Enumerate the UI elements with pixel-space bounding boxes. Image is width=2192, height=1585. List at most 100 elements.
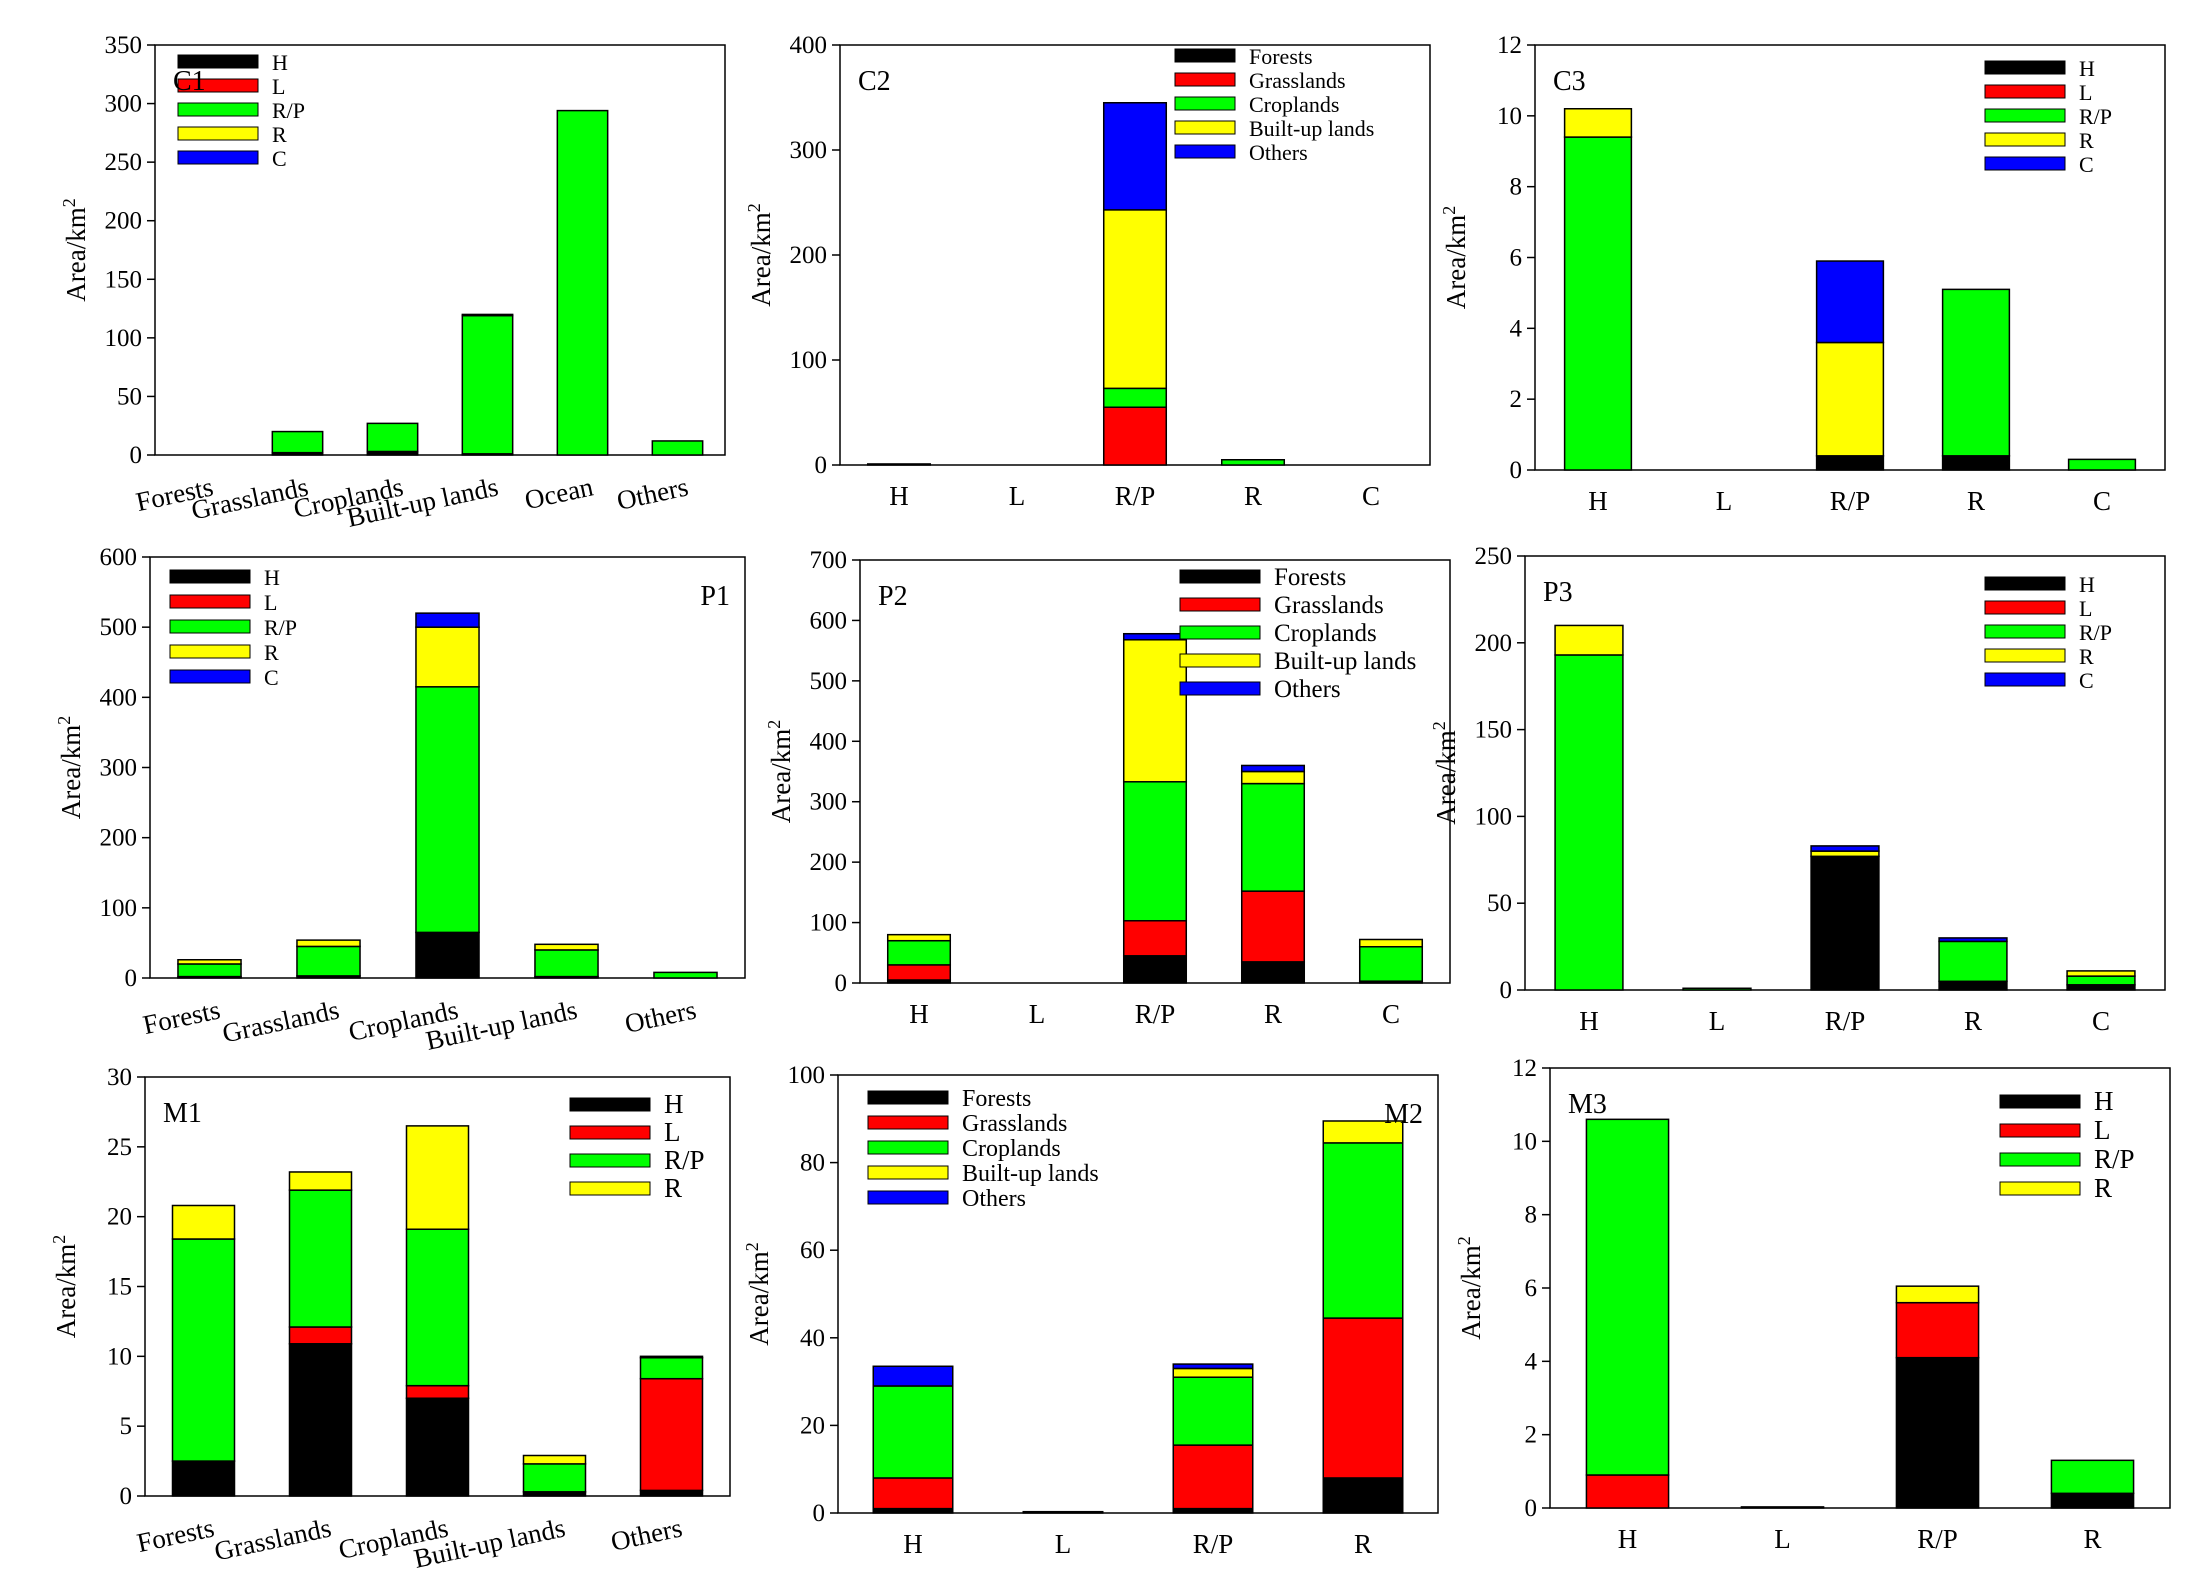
chart-panel-p2: 0 100 200 300 400 500 600 700 Area/km2 H L R/P R C For… (764, 547, 1451, 1029)
x-tick-label: C (1362, 481, 1380, 511)
legend-swatch-forests (867, 1090, 949, 1105)
bar-segment-croplands-r (405, 1125, 470, 1230)
bar-segment-r-p-r (1895, 1285, 1980, 1304)
y-tick-label: 4 (1525, 1348, 1538, 1375)
y-tick-label: 100 (100, 895, 138, 922)
x-tick-label: Others (622, 995, 699, 1039)
bar-segment-l-r-p (1682, 987, 1752, 991)
y-tick-label: 100 (1475, 803, 1513, 830)
bar-segment-r-p-l (1895, 1301, 1980, 1359)
bar-segment-others-r (639, 1355, 704, 1359)
legend-swatch-grasslands (1179, 597, 1261, 612)
bar-segment-r-p-h (1815, 455, 1885, 471)
legend-swatch-l (1984, 600, 2066, 615)
legend-label-croplands: Croplands (1249, 92, 1339, 117)
bar-segment-others-r-p (639, 1356, 704, 1380)
legend-label-built-up-lands: Built-up lands (962, 1161, 1099, 1187)
legend-label-grasslands: Grasslands (962, 1111, 1067, 1137)
legend-swatch-l (1984, 84, 2066, 99)
x-tick-label: Ocean (522, 471, 596, 515)
bar-segment-c-built-up-lands (1358, 938, 1424, 948)
bar-segment-c-h (2066, 984, 2136, 991)
bar-segment-r-p-grasslands (1122, 920, 1188, 957)
y-axis-label: Area/km2 (1439, 206, 1471, 309)
legend: HLR/PRC (169, 565, 297, 690)
legend-label-r: R (2079, 644, 2094, 669)
legend-swatch-c (1984, 156, 2066, 171)
bar-segment-h-croplands (866, 463, 932, 466)
x-tick-label: Others (608, 1513, 685, 1557)
bar-segment-built-up-lands-r-p (534, 949, 599, 978)
bar-segment-c-croplands (1358, 945, 1424, 982)
bar-segment-others-r-p (653, 971, 718, 979)
x-tick-label: L (1029, 999, 1046, 1029)
bar-segment-built-up-lands-r (461, 313, 514, 317)
legend-label-r-p: R/P (264, 615, 297, 640)
y-tick-label: 8 (1525, 1202, 1538, 1229)
bar-segment-r-p-grasslands (1102, 406, 1168, 466)
legend-swatch-r (1984, 132, 2066, 147)
x-tick-label: L (1716, 486, 1733, 516)
legend-label-croplands: Croplands (1274, 620, 1377, 647)
chart-panel-m2: 0 20 40 60 80 100 Area/km2 H L R/P R ForestsGrassla… (742, 1062, 1439, 1559)
legend-label-built-up-lands: Built-up lands (1249, 116, 1374, 141)
legend-label-r-p: R/P (2094, 1144, 2135, 1174)
y-tick-label: 0 (835, 970, 848, 997)
legend-label-r-p: R/P (272, 98, 305, 123)
y-tick-label: 250 (1475, 543, 1513, 570)
plot-frame (837, 1074, 1439, 1514)
legend-swatch-c (169, 669, 251, 684)
bar-segment-r-p-croplands (1122, 781, 1188, 922)
bar-segment-r-p-built-up-lands (1122, 639, 1188, 783)
legend-swatch-l (177, 78, 259, 93)
legend-label-forests: Forests (1274, 564, 1346, 591)
bar-segment-c-r-p (2066, 975, 2136, 986)
legend-label-h: H (272, 50, 288, 75)
legend-swatch-forests (1174, 48, 1236, 63)
chart-panel-c2: 0 100 200 300 400 Area/km2 H L R/P R C ForestsGrass… (744, 32, 1431, 511)
bar-segment-r-p-others (1172, 1363, 1254, 1370)
y-tick-label: 15 (107, 1274, 132, 1301)
x-tick-label: R/P (1830, 486, 1871, 516)
bar-segment-h-built-up-lands (886, 933, 952, 942)
x-tick-label: Forests (134, 1513, 217, 1559)
legend-swatch-r (1999, 1181, 2081, 1196)
legend-swatch-h (169, 569, 251, 584)
bar-segment-croplands-r-p (405, 1228, 470, 1387)
legend-swatch-c (1984, 672, 2066, 687)
x-tick-label: C (2093, 486, 2111, 516)
legend-label-built-up-lands: Built-up lands (1274, 648, 1416, 675)
bar-segment-h-r (1563, 108, 1633, 138)
bar-segment-r-p-built-up-lands (1172, 1367, 1254, 1378)
bar-segment-r-r-p (1941, 288, 2011, 457)
legend-swatch-grasslands (867, 1115, 949, 1130)
bar-segment-r-built-up-lands (1240, 770, 1306, 785)
legend: HLR/PRC (1984, 572, 2112, 693)
legend-swatch-r-p (569, 1153, 651, 1168)
bar-segment-built-up-lands-r (534, 943, 599, 951)
legend-swatch-h (569, 1097, 651, 1112)
y-tick-label: 40 (800, 1325, 825, 1352)
bar-segment-r-p-c (1815, 260, 1885, 344)
x-tick-label: R (1354, 1529, 1372, 1559)
bar-segment-croplands-r (415, 626, 480, 688)
x-tick-label: R/P (1917, 1524, 1958, 1554)
legend-label-h: H (664, 1089, 684, 1119)
legend-swatch-r (569, 1181, 651, 1196)
bar-segment-r-h (1938, 980, 2008, 991)
y-tick-label: 300 (105, 91, 143, 118)
x-tick-label: R/P (1193, 1529, 1234, 1559)
y-tick-label: 100 (810, 910, 848, 937)
legend-label-c: C (2079, 152, 2094, 177)
bar-segment-others-h (639, 1489, 704, 1497)
legend-swatch-h (177, 54, 259, 69)
bar-segment-c-r (2066, 970, 2136, 977)
legend-swatch-l (1999, 1123, 2081, 1138)
bar-segment-r-p-r (1815, 341, 1885, 457)
bar-segment-grasslands-h (288, 1343, 353, 1497)
bar-segment-r-built-up-lands (1322, 1120, 1404, 1144)
bar-segment-r-p-h (1895, 1356, 1980, 1509)
x-tick-label: H (903, 1529, 923, 1559)
legend-label-l: L (272, 74, 285, 99)
